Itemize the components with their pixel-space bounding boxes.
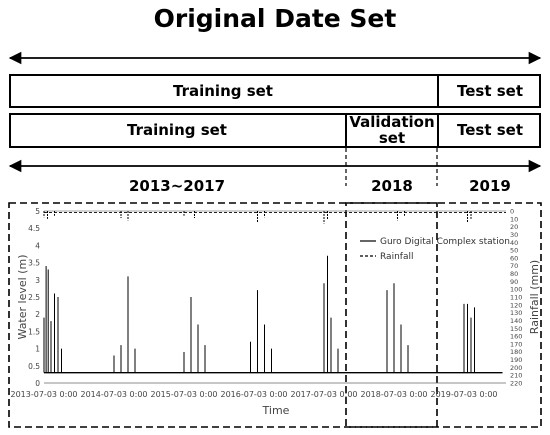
row2-validation-label: Validation set — [347, 114, 437, 146]
y2-tick-label: 100 — [510, 286, 522, 294]
y2-tick-label: 170 — [510, 340, 522, 348]
y2-tick-label: 220 — [510, 380, 522, 388]
y-tick-label: 5 — [35, 207, 40, 216]
row2-training-label: Training set — [127, 121, 227, 139]
period-2018: 2018 — [371, 177, 413, 195]
x-tick-label: 2017-07-03 0:00 — [291, 390, 358, 399]
y-tick-label: 0 — [35, 379, 40, 388]
y-tick-label: 4.5 — [28, 224, 40, 233]
x-tick-label: 2013-07-03 0:00 — [11, 390, 78, 399]
y-tick-label: 2.5 — [28, 293, 40, 302]
y2-tick-label: 80 — [510, 270, 518, 278]
outer-dashed-box — [8, 202, 542, 428]
x-tick-label: 2014-07-03 0:00 — [81, 390, 148, 399]
row2-divider-b — [437, 113, 439, 148]
y-axis-label: Water level (m) — [16, 255, 29, 340]
y2-tick-label: 190 — [510, 356, 522, 364]
x-tick-label: 2019-07-03 0:00 — [431, 390, 498, 399]
row1-test-label: Test set — [456, 82, 523, 100]
y2-tick-label: 110 — [510, 294, 522, 302]
x-axis-label: Time — [262, 404, 290, 417]
x-tick-label: 2016-07-03 0:00 — [221, 390, 288, 399]
y2-axis-label: Rainfall (mm) — [528, 260, 541, 334]
y2-tick-label: 90 — [510, 278, 518, 286]
row1-box — [9, 74, 541, 108]
y2-tick-label: 40 — [510, 239, 518, 247]
y2-tick-label: 10 — [510, 215, 518, 223]
y2-tick-label: 120 — [510, 301, 522, 309]
x-tick-label: 2015-07-03 0:00 — [151, 390, 218, 399]
y2-tick-label: 70 — [510, 262, 518, 270]
row2-box — [9, 113, 541, 148]
validation-dashed-box — [345, 202, 438, 428]
y-tick-label: 1 — [35, 345, 40, 354]
y2-tick-label: 50 — [510, 247, 518, 255]
y2-tick-label: 0 — [510, 208, 514, 216]
y2-tick-label: 130 — [510, 309, 522, 317]
y2-tick-label: 140 — [510, 317, 522, 325]
y2-tick-label: 150 — [510, 325, 522, 333]
row2-test-label: Test set — [456, 121, 523, 139]
y2-tick-label: 200 — [510, 364, 522, 372]
row1-divider — [437, 74, 439, 108]
y2-tick-label: 160 — [510, 333, 522, 341]
period-2019: 2019 — [469, 177, 511, 195]
validation-line2: set — [378, 129, 406, 147]
y-tick-label: 3 — [35, 276, 40, 285]
row1-training-label: Training set — [173, 82, 273, 100]
y2-tick-label: 210 — [510, 372, 522, 380]
y2-tick-label: 20 — [510, 223, 518, 231]
period-2013-2017: 2013~2017 — [128, 177, 226, 195]
y2-tick-label: 180 — [510, 348, 522, 356]
legend-rainfall-label: Rainfall — [380, 252, 413, 262]
y-tick-label: 0.5 — [28, 362, 40, 371]
x-tick-label: 2018-07-03 0:00 — [361, 390, 428, 399]
validation-line1: Validation — [349, 113, 435, 131]
y2-tick-label: 60 — [510, 254, 518, 262]
y-tick-label: 2 — [35, 310, 40, 319]
page-title: Original Date Set — [153, 4, 397, 33]
row2-divider-a — [345, 113, 347, 148]
y-tick-label: 3.5 — [28, 259, 40, 268]
legend-water-level-label: Guro Digital Complex station — [380, 237, 510, 247]
y2-tick-label: 30 — [510, 231, 518, 239]
y-tick-label: 4 — [35, 241, 40, 250]
y-tick-label: 1.5 — [28, 327, 40, 336]
